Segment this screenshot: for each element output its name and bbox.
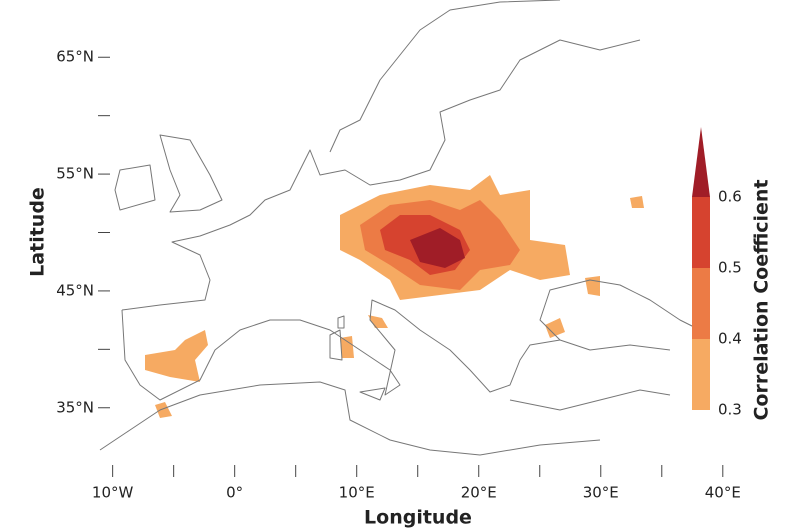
- y-tick-label: 35°N: [56, 398, 94, 416]
- y-tick-label: 45°N: [56, 281, 94, 299]
- region-level: [630, 196, 644, 208]
- region-level: [545, 318, 565, 338]
- coastline: [329, 315, 386, 401]
- axes: 10°W 0° 10°E 20°E 30°E 40°E 35°N 45°N 55°N 65°N 0.…: [56, 48, 742, 502]
- colorbar-title: Correlation Coefficient: [751, 179, 773, 420]
- x-axis-label: Longitude: [364, 507, 472, 529]
- region-level: [155, 402, 172, 418]
- y-tick-label: 65°N: [56, 48, 94, 66]
- coastline: [509, 339, 671, 411]
- region-level: [340, 336, 354, 358]
- region-level: [585, 276, 600, 296]
- colorbar-band: [692, 339, 710, 410]
- coastline: [99, 381, 601, 456]
- coastlines: [99, 0, 701, 456]
- colorbar-tick-label: 0.6: [718, 188, 742, 206]
- correlation-field: [145, 175, 644, 418]
- colorbar-tick-label: 0.5: [718, 259, 742, 277]
- x-tick-label: 20°E: [461, 484, 497, 502]
- colorbar-band: [692, 197, 710, 268]
- x-tick-label: 40°E: [705, 484, 741, 502]
- coastline: [329, 0, 561, 153]
- region-level: [368, 315, 388, 328]
- colorbar-tick-label: 0.4: [718, 330, 742, 348]
- x-tick-label: 10°W: [92, 484, 134, 502]
- coastline: [121, 39, 641, 311]
- x-tick-label: 10°E: [339, 484, 375, 502]
- region-level: [410, 228, 465, 268]
- y-axis-label: Latitude: [27, 187, 49, 277]
- colorbar-extension: [692, 127, 710, 197]
- coastline: [121, 279, 701, 401]
- colorbar-tick-label: 0.3: [718, 401, 742, 419]
- x-tick-label: 0°: [226, 484, 243, 502]
- y-tick-label: 55°N: [56, 165, 94, 183]
- colorbar-band: [692, 268, 710, 339]
- x-tick-label: 30°E: [583, 484, 619, 502]
- region-level: [145, 330, 208, 382]
- coastline: [114, 164, 156, 211]
- coastline: [159, 134, 223, 213]
